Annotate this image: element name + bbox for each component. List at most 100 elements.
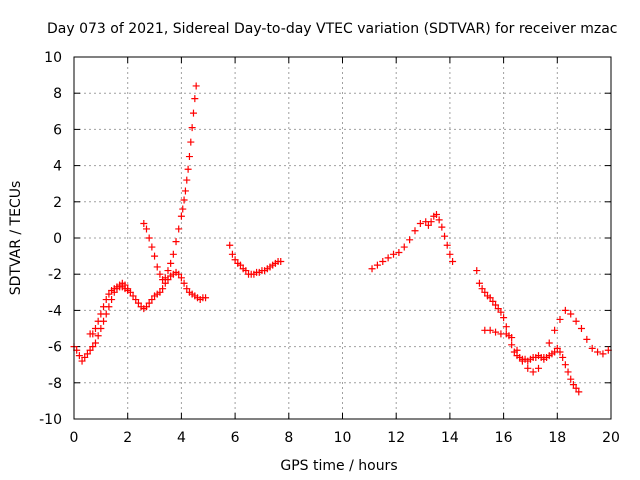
data-point: [390, 250, 398, 258]
x-tick-label: 12: [387, 430, 405, 446]
data-point: [492, 301, 500, 309]
data-point: [564, 368, 572, 376]
data-point: [475, 279, 483, 287]
grid-lines: [74, 57, 611, 419]
data-point: [368, 265, 376, 273]
x-tick-label: 16: [495, 430, 513, 446]
y-tick-label: -8: [48, 376, 62, 392]
y-tick-label: -2: [48, 267, 62, 283]
data-point: [575, 388, 583, 396]
data-point: [572, 317, 580, 325]
data-point: [486, 294, 494, 302]
data-point: [473, 267, 481, 275]
x-tick-label: 8: [284, 430, 293, 446]
data-point: [148, 243, 156, 251]
data-point: [524, 364, 532, 372]
y-tick-label: 4: [53, 159, 62, 175]
data-point: [129, 292, 137, 300]
data-point: [594, 348, 602, 356]
data-point: [89, 330, 97, 338]
series-arc4: [226, 241, 285, 278]
data-point: [384, 254, 392, 262]
data-point: [553, 344, 561, 352]
data-point: [561, 306, 569, 314]
data-point: [175, 225, 183, 233]
data-point: [189, 109, 197, 117]
series-arc1: [70, 268, 210, 365]
data-point: [91, 325, 99, 332]
data-point: [486, 326, 494, 334]
data-point: [179, 205, 187, 213]
data-point: [432, 210, 440, 218]
data-point: [508, 334, 516, 342]
data-point: [540, 353, 548, 361]
data-point: [449, 258, 457, 266]
data-point: [156, 288, 164, 296]
data-point: [145, 299, 153, 307]
data-point: [395, 248, 403, 256]
data-point: [177, 212, 185, 220]
x-tick-label: 0: [70, 430, 79, 446]
data-point: [183, 285, 191, 293]
data-point: [441, 232, 449, 240]
y-tick-label: 6: [53, 122, 62, 138]
data-point: [180, 279, 188, 287]
data-point: [167, 259, 175, 267]
data-point: [151, 252, 159, 260]
data-point: [435, 216, 443, 224]
axis-ticks: [73, 56, 612, 420]
x-tick-label: 14: [441, 430, 459, 446]
data-point: [502, 330, 510, 338]
data-point: [140, 220, 148, 228]
x-tick-label: 10: [334, 430, 352, 446]
y-tick-label: 10: [44, 50, 62, 66]
y-tick-label: -10: [39, 412, 62, 428]
data-point: [181, 187, 189, 195]
data-point: [478, 285, 486, 293]
series-arc3: [140, 82, 200, 284]
data-point: [89, 343, 97, 351]
x-tick-labels: 0 2 4 6 8 10 12 14 16 18 20: [70, 430, 620, 446]
data-point: [561, 361, 569, 369]
y-axis-label: SDTVAR / TECUs: [8, 181, 24, 296]
data-point: [583, 335, 591, 343]
data-point: [183, 176, 191, 184]
data-point: [599, 350, 607, 358]
data-point: [226, 241, 234, 249]
data-point: [400, 243, 408, 251]
data-point: [500, 314, 508, 322]
data-point: [416, 220, 424, 228]
data-point: [86, 346, 94, 354]
data-point: [91, 339, 99, 347]
data-point: [518, 357, 526, 365]
y-tick-label: 2: [53, 195, 62, 211]
series-arc2: [86, 283, 132, 338]
data-point: [191, 95, 199, 103]
data-point: [577, 325, 585, 332]
data-point: [159, 285, 167, 293]
data-point: [142, 303, 150, 311]
data-point: [175, 270, 183, 278]
data-point: [78, 357, 86, 365]
plot-frame: [73, 56, 612, 420]
data-point: [513, 346, 521, 354]
data-point: [492, 328, 500, 336]
data-point: [177, 274, 185, 282]
data-point: [494, 305, 502, 313]
x-axis-label: GPS time / hours: [280, 458, 397, 474]
data-point: [481, 288, 489, 296]
data-point: [373, 261, 381, 269]
x-tick-label: 6: [231, 430, 240, 446]
data-point: [572, 384, 580, 392]
data-point: [134, 299, 142, 307]
data-point: [97, 310, 105, 318]
data-point: [588, 344, 596, 352]
x-tick-label: 18: [548, 430, 566, 446]
data-point: [202, 294, 210, 302]
data-point: [406, 236, 414, 244]
data-point: [443, 241, 451, 249]
data-point: [379, 258, 387, 266]
data-point: [556, 348, 564, 356]
data-point: [446, 250, 454, 258]
